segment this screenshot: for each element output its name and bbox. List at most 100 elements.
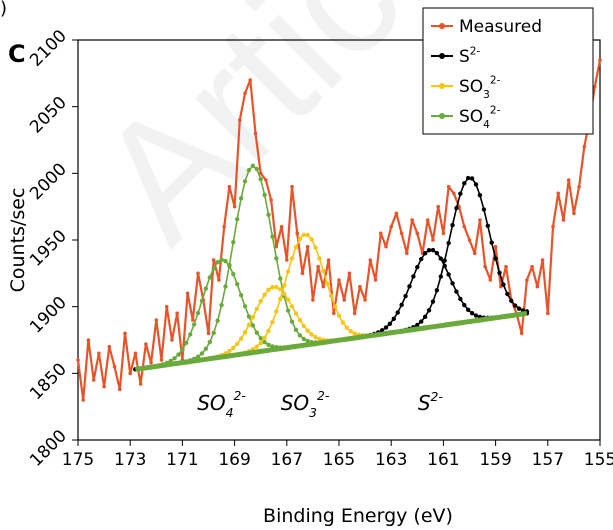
s2-point bbox=[415, 322, 420, 328]
so42-point bbox=[215, 318, 220, 323]
so32-point bbox=[262, 292, 267, 297]
so42-point bbox=[199, 351, 205, 356]
measured-point bbox=[472, 251, 477, 256]
measured-point bbox=[582, 144, 587, 149]
s2-point bbox=[422, 314, 428, 320]
so42-point bbox=[223, 258, 228, 264]
measured-point bbox=[363, 298, 367, 302]
so32-point bbox=[238, 336, 244, 341]
so42-point bbox=[172, 356, 177, 361]
measured-point bbox=[258, 171, 263, 176]
so42-point bbox=[223, 284, 228, 289]
so42-point bbox=[203, 346, 209, 351]
so42-point bbox=[203, 286, 209, 291]
so42-point bbox=[285, 308, 291, 313]
so42-point bbox=[207, 275, 213, 280]
so42-point bbox=[278, 276, 283, 281]
s2-point bbox=[446, 272, 451, 277]
so32-point bbox=[254, 344, 259, 349]
s2-point bbox=[438, 274, 443, 279]
so32-point bbox=[285, 297, 291, 302]
so42-point bbox=[301, 336, 306, 342]
so42-point bbox=[180, 347, 185, 352]
legend-swatch-marker bbox=[439, 113, 445, 119]
so42-point bbox=[219, 257, 224, 262]
measured-point bbox=[399, 231, 404, 236]
s2-point bbox=[485, 223, 490, 228]
so42-point bbox=[235, 217, 240, 222]
y-axis-label: Counts/sec bbox=[7, 188, 29, 293]
s2-point bbox=[497, 270, 502, 276]
measured-point bbox=[238, 118, 242, 122]
measured-point bbox=[535, 284, 540, 289]
so42-point bbox=[262, 339, 267, 345]
s2-point bbox=[426, 247, 432, 253]
measured-point bbox=[128, 371, 132, 376]
panel-label: C bbox=[8, 40, 26, 68]
s2-point bbox=[516, 306, 522, 311]
legend-swatch-marker bbox=[439, 53, 445, 59]
so32-point bbox=[321, 268, 326, 274]
measured-point bbox=[342, 298, 347, 302]
measured-point bbox=[546, 311, 550, 316]
measured-point bbox=[154, 318, 159, 322]
legend-box bbox=[422, 7, 594, 135]
so42-point bbox=[242, 304, 248, 309]
measured-point bbox=[352, 311, 357, 316]
y-tick-label: 2100 bbox=[26, 26, 71, 71]
measured-point bbox=[452, 191, 456, 196]
measured-point bbox=[504, 264, 508, 269]
x-tick-label: 171 bbox=[166, 450, 198, 470]
measured-point bbox=[133, 351, 138, 356]
so42-point bbox=[176, 352, 181, 357]
measured-point bbox=[577, 184, 581, 189]
so42-point bbox=[238, 196, 244, 201]
measured-point bbox=[97, 351, 101, 356]
measured-point bbox=[347, 271, 352, 276]
y-tick-label: 1950 bbox=[26, 226, 71, 271]
measured-point bbox=[556, 191, 561, 196]
legend-label: SO32- bbox=[459, 75, 501, 101]
so32-point bbox=[332, 304, 338, 309]
so32-point bbox=[281, 291, 287, 296]
so32-point bbox=[258, 340, 263, 346]
so32-point bbox=[301, 323, 306, 329]
so32-point bbox=[309, 237, 314, 242]
so42-point bbox=[195, 310, 201, 316]
measured-point bbox=[112, 364, 117, 369]
s2-point bbox=[430, 299, 436, 304]
peak-annotation: SO42- bbox=[197, 388, 246, 420]
s2-point bbox=[462, 181, 467, 186]
measured-point bbox=[175, 311, 179, 316]
so42-point bbox=[227, 262, 232, 268]
measured-point bbox=[159, 358, 164, 362]
legend-swatch-marker bbox=[439, 23, 445, 29]
so32-point bbox=[281, 283, 287, 288]
s2-point bbox=[465, 175, 471, 181]
s2-point bbox=[493, 256, 498, 261]
measured-point bbox=[493, 244, 498, 249]
so32-point bbox=[270, 319, 275, 325]
so42-point bbox=[254, 330, 259, 335]
measured-point bbox=[117, 387, 122, 392]
s2-point bbox=[422, 251, 428, 256]
measured-point bbox=[410, 218, 414, 222]
s2-point bbox=[450, 222, 455, 228]
legend: Measured S2- SO32- SO42- bbox=[422, 7, 594, 135]
legend-label: S2- bbox=[459, 45, 480, 67]
so42-point bbox=[258, 336, 263, 341]
measured-point bbox=[300, 271, 305, 276]
so32-point bbox=[289, 304, 295, 309]
legend-swatch-marker bbox=[439, 83, 445, 89]
measured-point bbox=[592, 84, 597, 89]
s2-point bbox=[477, 192, 483, 198]
so32-point bbox=[242, 330, 248, 335]
s2-point bbox=[469, 311, 475, 316]
so42-point bbox=[211, 266, 216, 271]
so32-point bbox=[262, 335, 267, 340]
so32-point bbox=[317, 256, 322, 261]
background-line bbox=[135, 310, 528, 372]
x-tick-label: 173 bbox=[114, 450, 146, 470]
measured-point bbox=[431, 238, 435, 242]
measured-point bbox=[561, 218, 566, 222]
